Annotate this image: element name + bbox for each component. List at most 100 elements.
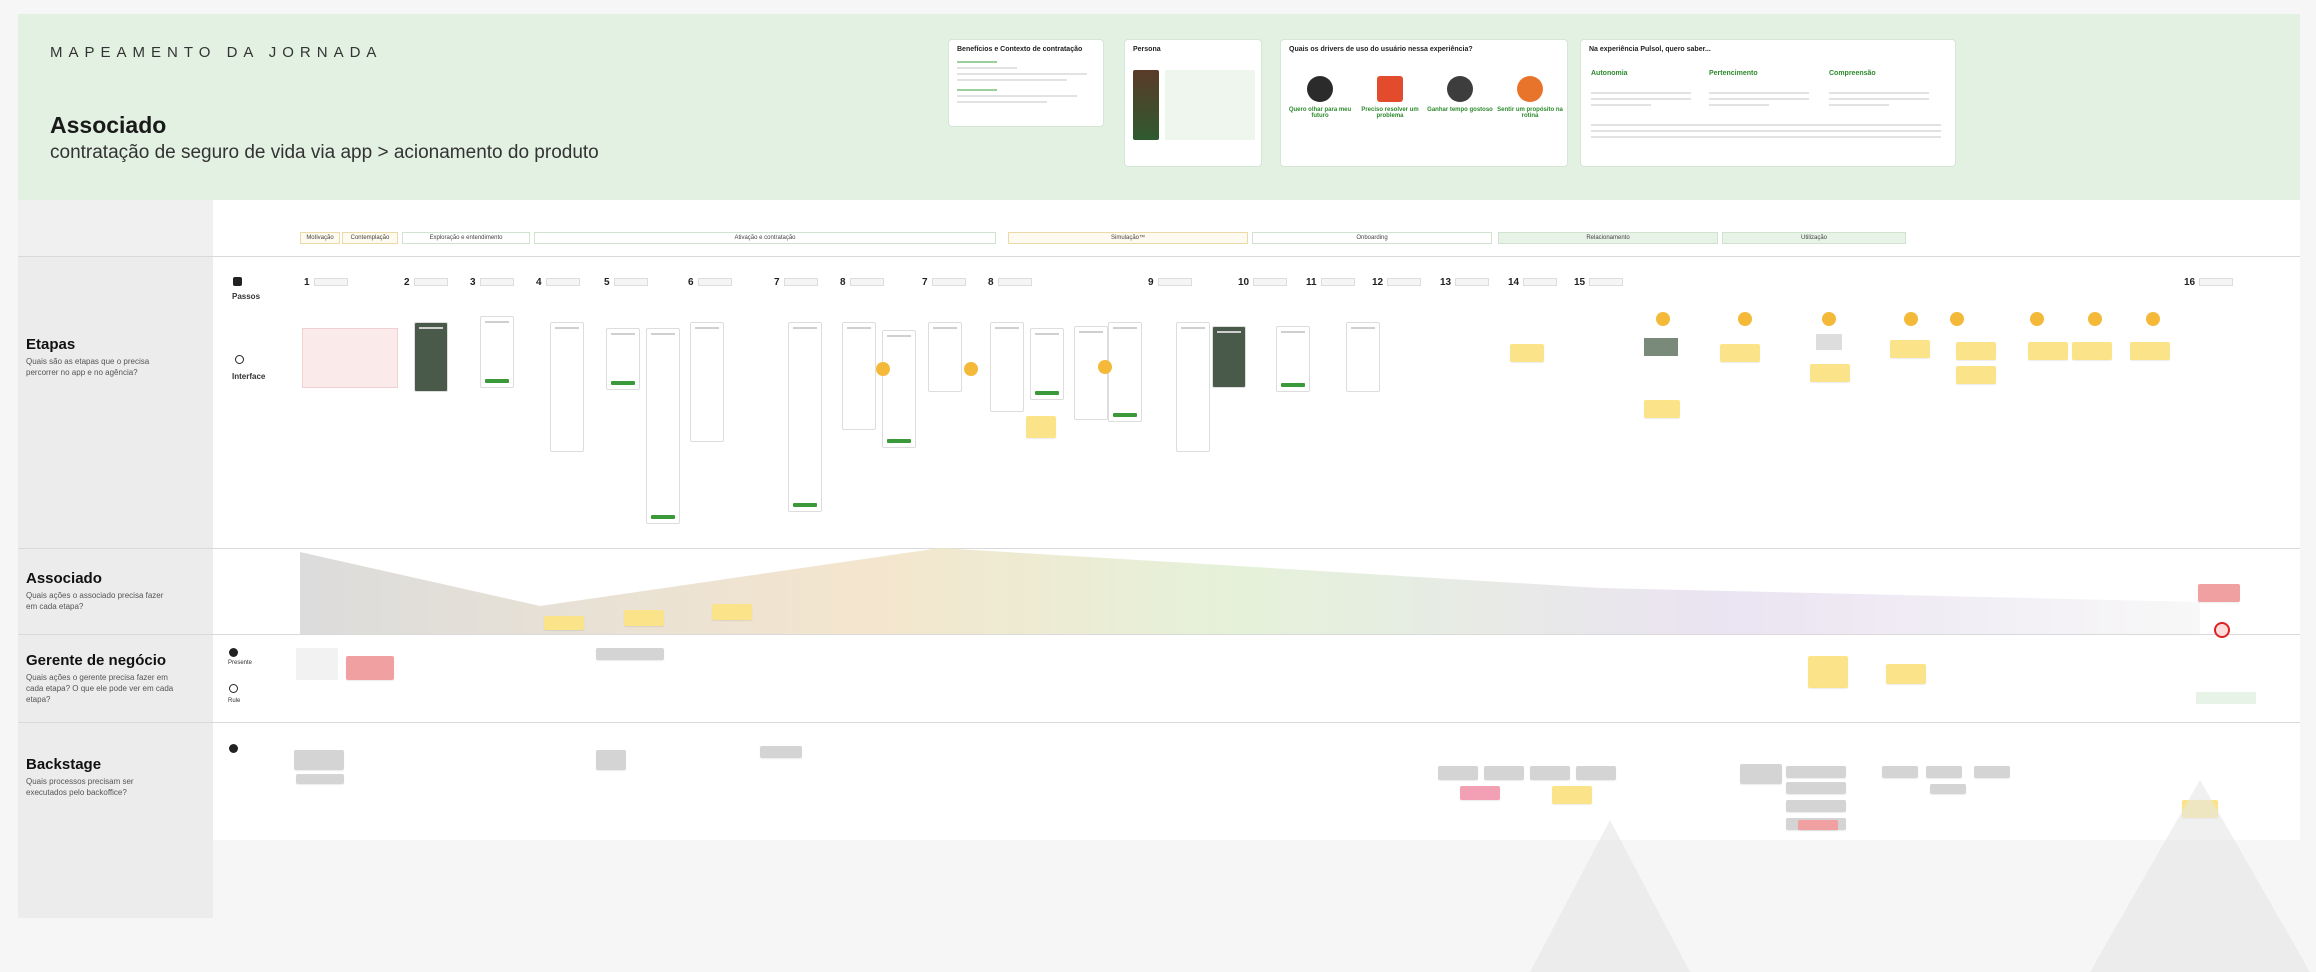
lane-etapas-question: Quais são as etapas que o precisa percor… [26,357,150,377]
persona-photo [1133,70,1159,140]
process-box [1786,766,1846,778]
step-15: 15 [1574,276,1624,288]
driver-problem: Preciso resolver um problema [1357,76,1423,119]
skill-autonomia: Autonomia [1591,70,1628,77]
phone-screen [788,322,822,512]
emoji-icon [1904,312,1918,326]
card-skills: Na experiência Pulsol, quero saber... Au… [1580,39,1956,167]
sticky-note-alert [1798,820,1838,830]
lane-etapas-title: Etapas [26,336,76,353]
sticky-note [1886,664,1926,684]
step-13: 13 [1440,276,1490,288]
sticky-note [2072,342,2112,360]
footsteps-icon [233,277,242,286]
step-6: 6 [688,276,732,288]
step-4: 4 [536,276,580,288]
process-box [1930,784,1966,794]
person-icon [229,684,238,693]
lane-backstage-title: Backstage [26,756,102,773]
emoji-icon [1822,312,1836,326]
step-7: 7 [774,276,818,288]
card-drivers-title: Quais os drivers de uso do usuário nessa… [1289,46,1473,53]
card-contratacao: Benefícios e Contexto de contratação [948,39,1104,127]
process-box [596,648,664,660]
journey-subtitle: contratação de seguro de vida via app > … [50,142,599,163]
driver-purpose: Sentir um propósito na rotina [1497,76,1563,119]
lane-backstage: Backstage Quais processos precisam ser e… [18,722,213,918]
lane-associado-question: Quais ações o associado precisa fazer em… [26,591,164,611]
lane-backstage-question: Quais processos precisam ser executados … [26,777,134,797]
emoji-icon [2088,312,2102,326]
decorative-triangle [1530,820,1690,972]
card-contratacao-title: Benefícios e Contexto de contratação [957,46,1083,53]
lane-header-spacer [18,200,213,256]
driver-future: Quero olhar para meu futuro [1287,76,1353,119]
journey-grid [213,200,2300,840]
emoji-icon [876,362,890,376]
phone-screen [842,322,876,430]
step-1: 1 [304,276,348,288]
emotion-curve [300,548,2200,634]
clock-icon [1447,76,1473,102]
gerente-card [2196,692,2256,704]
lane-gerente: Gerente de negócio Quais ações o gerente… [18,634,213,722]
process-box [296,774,344,784]
process-box [1740,764,1782,784]
journey-kicker: MAPEAMENTO DA JORNADA [50,44,383,61]
emoji-icon [964,362,978,376]
process-box [1786,782,1846,794]
interface-card-1 [302,328,398,388]
sticky-note [624,610,664,626]
sticky-note-alert [346,656,394,680]
step-10: 10 [1238,276,1288,288]
emoji-icon [2146,312,2160,326]
phase-relacionamento: Relacionamento [1498,232,1718,244]
decorative-triangle [2090,780,2310,972]
heart-icon [1517,76,1543,102]
alert-marker [2214,622,2230,638]
warning-icon [1377,76,1403,102]
step-8b: 8 [988,276,1032,288]
sticky-note [1510,344,1544,362]
card-drivers: Quais os drivers de uso do usuário nessa… [1280,39,1568,167]
phone-screen [690,322,724,442]
phase-motivacao: Motivação [300,232,340,244]
emoji-icon [1738,312,1752,326]
process-box [294,750,344,770]
process-box [1438,766,1478,780]
gerente-card [296,648,338,680]
sticky-note [1808,656,1848,688]
phase-exploracao: Exploração e entendimento [402,232,530,244]
phase-contemplacao: Contemplação [342,232,398,244]
driver-time: Ganhar tempo gostoso [1427,76,1493,113]
sticky-note [1026,416,1056,438]
process-box [1786,800,1846,812]
lane-associado: Associado Quais ações o associado precis… [18,548,213,634]
step-3: 3 [470,276,514,288]
step-5: 5 [604,276,648,288]
process-box [1926,766,1962,778]
sticky-note-pink [1460,786,1500,800]
phase-ativacao: Ativação e contratação [534,232,996,244]
sticky-note [2028,342,2068,360]
sticky-note [712,604,752,620]
phone-screen [1276,326,1310,392]
presenter-icon [229,648,238,657]
eye-icon [1307,76,1333,102]
process-box [1576,766,1616,780]
step-11: 11 [1306,276,1355,288]
journey-title: Associado [50,112,167,138]
phase-simulacao: Simulação™ [1008,232,1248,244]
phone-screen [1176,322,1210,452]
journey-header: MAPEAMENTO DA JORNADA Associado contrata… [18,14,2300,200]
phone-screen [414,322,448,392]
phone-screen [1212,326,1246,388]
process-box [1882,766,1918,778]
sticky-note [1720,344,1760,362]
step-14: 14 [1508,276,1558,288]
sticky-note [1890,340,1930,358]
label-passos: Passos [232,292,261,301]
emoji-icon [1950,312,1964,326]
skill-compreensao: Compreensão [1829,70,1876,77]
